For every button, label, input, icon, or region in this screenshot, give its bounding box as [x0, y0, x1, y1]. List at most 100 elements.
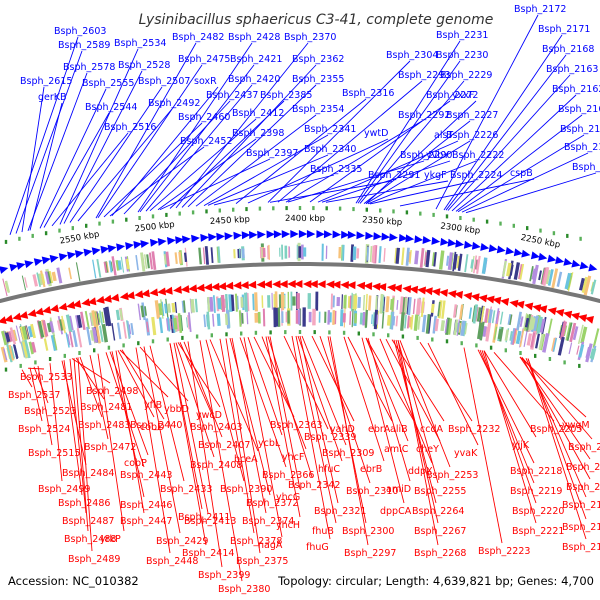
reverse-feature-band [12, 344, 19, 360]
forward-gene-label: Bsph_2507 [138, 76, 190, 87]
forward-gene-label: Bsph_2615 [20, 76, 72, 87]
reverse-feature-band [1, 330, 8, 346]
reverse-connector-line [109, 351, 149, 456]
reverse-gene-arrow [393, 284, 402, 293]
reverse-scale-tick [489, 345, 493, 350]
reverse-feature-band [413, 314, 419, 331]
kbp-scale-label: 2300 kbp [440, 221, 481, 236]
reverse-gene-arrow [27, 309, 37, 317]
reverse-feature-band [373, 309, 378, 330]
forward-scale-tick [138, 216, 141, 220]
forward-connector-line [445, 54, 567, 211]
forward-scale-tick [18, 236, 21, 241]
reverse-gene-arrow [356, 281, 366, 290]
reverse-feature-band [37, 320, 45, 338]
forward-feature-band [37, 273, 44, 286]
reverse-scale-tick [195, 334, 199, 339]
reverse-gene-label: yflB [144, 400, 162, 411]
forward-gene-arrow [58, 253, 68, 261]
reverse-connector-line [247, 337, 283, 436]
forward-gene-label: Bsph_2340 [304, 144, 356, 155]
forward-connector-line [9, 36, 79, 235]
reverse-feature-band [183, 300, 186, 313]
reverse-feature-band [412, 298, 416, 315]
forward-connector-line [181, 64, 317, 208]
forward-connector-line [29, 102, 63, 231]
reverse-scale-tick [181, 335, 184, 340]
forward-scale-tick [178, 211, 181, 216]
reverse-gene-label: Bsph_2220 [512, 506, 564, 517]
reverse-feature-band [30, 341, 37, 353]
reverse-gene-label: Bsph_2268 [414, 548, 466, 559]
reverse-gene-label: Bsph_2407 [198, 440, 250, 451]
forward-feature-band [103, 261, 108, 273]
reverse-gene-arrow [463, 292, 473, 301]
reverse-feature-band [401, 296, 406, 315]
forward-feature-band [518, 264, 523, 280]
forward-scale-tick [285, 206, 288, 211]
reverse-gene-arrow [149, 288, 159, 297]
reverse-feature-band [386, 314, 391, 326]
reverse-connector-line [173, 342, 209, 514]
reverse-feature-band [93, 311, 99, 326]
reverse-feature-band [357, 296, 362, 308]
reverse-feature-band [399, 296, 404, 315]
forward-gene-arrow [0, 266, 9, 274]
reverse-feature-band [547, 318, 553, 337]
forward-connector-line [109, 146, 205, 217]
reverse-feature-band [99, 325, 104, 343]
reverse-gene-label: Bsph_2363 [270, 420, 322, 431]
reverse-feature-band [220, 297, 222, 310]
reverse-feature-band [400, 312, 405, 331]
forward-scale-tick [419, 211, 422, 216]
forward-connector-line [59, 48, 139, 225]
reverse-gene-label: Bsph_2448 [146, 556, 198, 567]
reverse-connector-line [97, 353, 125, 532]
reverse-scale-tick [225, 332, 228, 337]
reverse-feature-band [497, 328, 503, 340]
reverse-feature-band [128, 324, 132, 335]
forward-gene-arrow [208, 233, 217, 242]
reverse-feature-band [452, 304, 458, 318]
forward-connector-line [123, 100, 231, 215]
forward-gene-label: Bsph_2159 [560, 124, 600, 135]
reverse-feature-band [420, 297, 425, 318]
forward-gene-arrow [316, 230, 325, 239]
reverse-feature-band [46, 322, 52, 333]
reverse-feature-band [484, 308, 489, 324]
reverse-gene-label: cobP [124, 458, 147, 469]
reverse-feature-band [408, 316, 413, 328]
forward-gene-arrow [182, 235, 191, 244]
forward-gene-arrow [224, 232, 234, 241]
forward-gene-arrow [463, 240, 473, 249]
forward-feature-band [531, 268, 536, 280]
reverse-connector-line [365, 337, 415, 422]
reverse-connector-line [29, 367, 43, 422]
reverse-feature-band [8, 331, 13, 342]
reverse-gene-label: Bsph_2481 [80, 402, 132, 413]
reverse-connector-line [205, 339, 245, 482]
reverse-scale-tick [475, 343, 478, 348]
forward-gene-label: Bsph_2370 [284, 32, 336, 43]
reverse-gene-label: Bsph_2218 [510, 466, 562, 477]
forward-gene-arrow [505, 246, 515, 255]
reverse-feature-band [476, 307, 482, 322]
reverse-gene-label: Bsph_2403 [190, 422, 242, 433]
reverse-feature-band [43, 338, 49, 351]
reverse-connector-line [117, 350, 155, 418]
reverse-feature-band [101, 323, 109, 343]
reverse-gene-arrow [515, 300, 525, 309]
reverse-feature-band [523, 330, 528, 348]
reverse-gene-label: cheY [416, 444, 439, 455]
forward-gene-label: Bsph_2420 [228, 74, 280, 85]
forward-feature-band [513, 262, 521, 280]
reverse-feature-band [428, 314, 432, 334]
forward-gene-arrow [579, 261, 589, 270]
reverse-scale-tick [63, 353, 66, 358]
reverse-scale-tick [34, 360, 37, 365]
forward-gene-arrow [257, 230, 266, 239]
reverse-feature-band [364, 309, 368, 328]
reverse-feature-band [89, 329, 96, 341]
forward-feature-band [165, 251, 170, 267]
forward-connector-line [321, 160, 451, 203]
